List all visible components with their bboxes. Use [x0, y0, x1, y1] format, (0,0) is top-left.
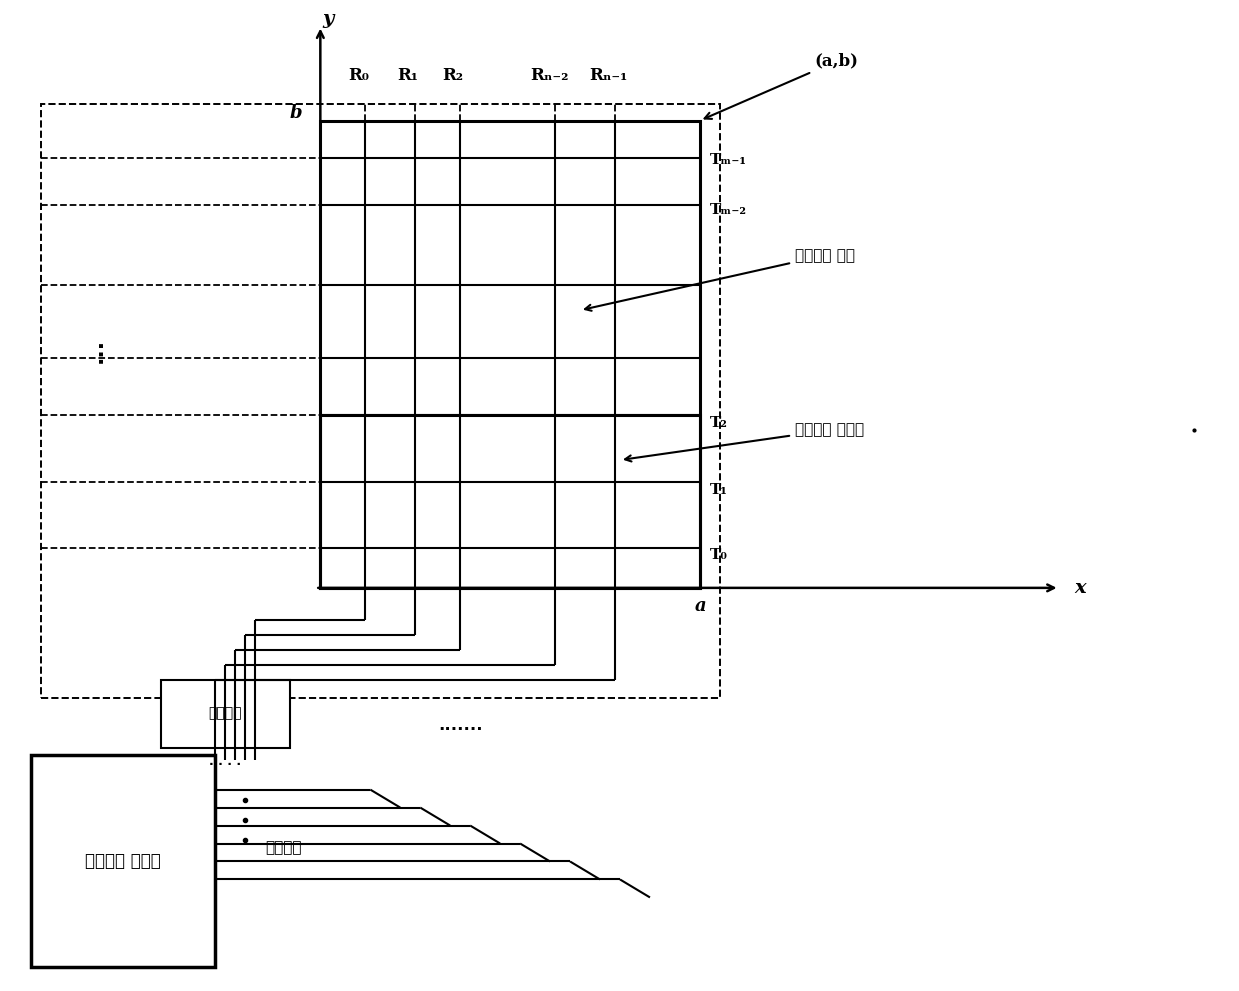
Bar — [161, 680, 290, 747]
Text: (a,b): (a,b) — [705, 53, 859, 119]
Text: T₀: T₀ — [710, 548, 727, 562]
Text: Tₘ₋₁: Tₘ₋₁ — [710, 154, 747, 167]
Text: 感应接口: 感应接口 — [265, 840, 302, 855]
Text: x: x — [1074, 579, 1087, 597]
Text: a: a — [695, 597, 706, 614]
Text: 嵌入链接 区域: 嵌入链接 区域 — [585, 248, 855, 311]
Text: ...: ... — [85, 338, 105, 363]
Text: R₂: R₂ — [442, 67, 463, 84]
Bar — [321, 121, 700, 588]
Text: y: y — [322, 10, 335, 28]
Bar — [321, 415, 700, 588]
Text: 无嵌入链 接区域: 无嵌入链 接区域 — [624, 422, 864, 462]
Text: T₂: T₂ — [710, 416, 727, 430]
Text: T₁: T₁ — [710, 483, 727, 497]
Text: Rₙ₋₂: Rₙ₋₂ — [530, 67, 569, 84]
Text: R₁: R₁ — [398, 67, 419, 84]
Bar — [31, 754, 216, 967]
Text: Tₘ₋₂: Tₘ₋₂ — [710, 203, 747, 217]
Bar — [41, 103, 720, 698]
Text: 驱动接口: 驱动接口 — [208, 707, 242, 720]
Text: .......: ....... — [437, 716, 482, 733]
Text: R₀: R₀ — [348, 67, 369, 84]
Text: b: b — [290, 103, 302, 122]
Text: Rₙ₋₁: Rₙ₋₁ — [589, 67, 627, 84]
Text: 触摸屏屏 动芯片: 触摸屏屏 动芯片 — [85, 852, 161, 870]
Text: . . . .: . . . . — [209, 754, 242, 768]
